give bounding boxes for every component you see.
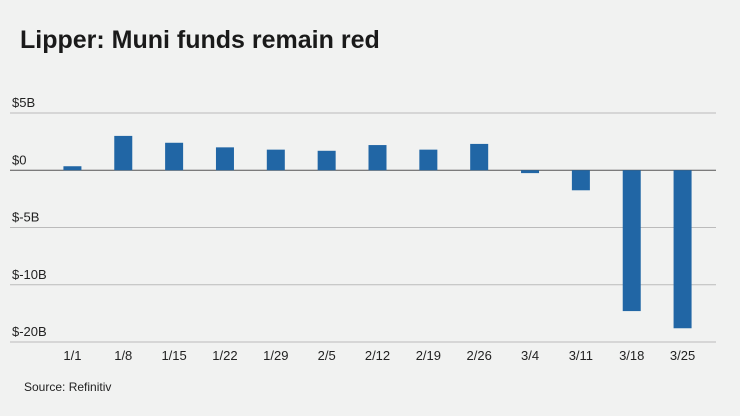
bar: [266, 149, 285, 171]
bar: [419, 149, 438, 171]
bar: [165, 142, 184, 171]
x-tick-label: 1/29: [263, 348, 288, 363]
y-tick-label: $-20B: [12, 324, 47, 339]
x-tick-label: 1/22: [212, 348, 237, 363]
x-tick-label: 3/11: [569, 348, 593, 363]
y-tick-label: $5B: [12, 95, 35, 110]
x-tick-label: 1/1: [63, 348, 81, 363]
chart-title: Lipper: Muni funds remain red: [20, 26, 380, 54]
bar: [317, 150, 336, 171]
bar: [470, 143, 489, 171]
x-tick-label: 1/15: [161, 348, 186, 363]
x-tick-label: 1/8: [114, 348, 132, 363]
x-tick-label: 2/26: [467, 348, 492, 363]
x-tick-label: 2/12: [365, 348, 390, 363]
x-tick-label: 2/5: [318, 348, 336, 363]
source-note: Source: Refinitiv: [24, 380, 111, 394]
bar: [215, 147, 234, 171]
y-tick-label: $-10B: [12, 267, 47, 282]
x-tick-label: 3/18: [619, 348, 644, 363]
x-tick-label: 3/25: [670, 348, 695, 363]
bar: [571, 170, 590, 191]
y-tick-label: $-5B: [12, 210, 39, 225]
x-tick-label: 2/19: [416, 348, 441, 363]
bar: [114, 135, 133, 171]
y-tick-label: $0: [12, 152, 26, 167]
bar: [673, 170, 692, 329]
bar: [521, 170, 540, 174]
bar: [63, 166, 82, 171]
bar: [622, 170, 641, 312]
bar: [368, 145, 387, 171]
x-tick-label: 3/4: [521, 348, 539, 363]
